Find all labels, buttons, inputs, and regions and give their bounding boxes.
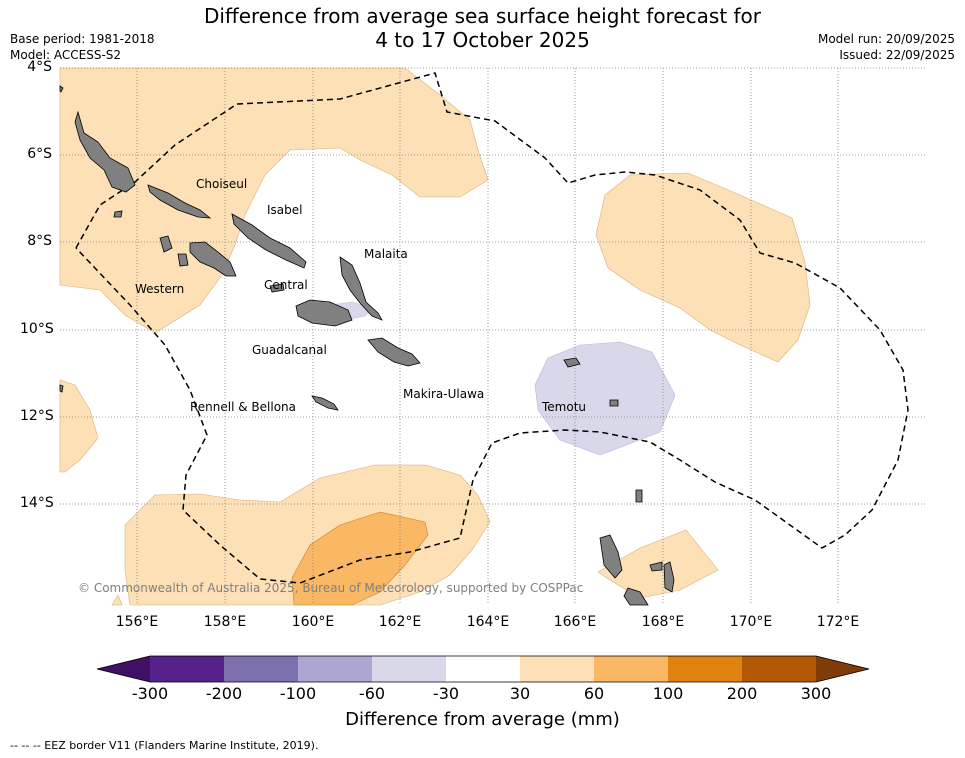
colorbar-tick-label: 60 (583, 684, 605, 703)
province-label-temotu: Temotu (541, 400, 586, 414)
lat-label-14s: 14°S (20, 495, 54, 511)
meta-left: Base period: 1981-2018 Model: ACCESS-S2 (10, 31, 155, 63)
island-santa-isabel (231, 213, 307, 269)
map-title-line2: 4 to 17 October 2025 (375, 28, 590, 52)
island-guadalcanal (295, 299, 353, 327)
lon-label-156e: 156°E (115, 614, 159, 630)
colorbar-tick-label: 200 (726, 684, 758, 703)
map-title-line1: Difference from average sea surface heig… (203, 4, 762, 28)
meta-right: Model run: 20/09/2025 Issued: 22/09/2025 (818, 31, 955, 63)
anomaly-region-negative (534, 341, 676, 456)
map-gridlines (60, 67, 926, 605)
island-kolombangara (177, 253, 189, 267)
province-label-central: Central (264, 278, 308, 292)
anomaly-region-positive (59, 379, 99, 473)
island-rennell (311, 395, 339, 411)
model-run-text: Model run: 20/09/2025 (817, 32, 955, 46)
island-new-georgia (189, 241, 237, 277)
island-maewo (663, 561, 675, 593)
lat-label-12s: 12°S (20, 408, 54, 424)
island-ambae (649, 561, 663, 572)
lon-label-162e: 162°E (378, 614, 422, 630)
colorbar-tick-label: -200 (205, 684, 243, 703)
anomaly-region-positive (59, 67, 489, 334)
land-masses (59, 85, 675, 606)
lon-label-164e: 164°E (466, 614, 510, 630)
province-label-makira-ulawa: Makira-Ulawa (403, 387, 484, 401)
island-choiseul (147, 184, 212, 219)
island-bougainville (74, 110, 136, 193)
colorbar-tick-label: 300 (800, 684, 832, 703)
anomaly-shading (59, 67, 811, 606)
lon-label-160e: 160°E (291, 614, 335, 630)
island-lord-howe (59, 384, 64, 393)
province-label-malaita: Malaita (364, 247, 408, 261)
eez-border (75, 72, 909, 584)
province-labels: Choiseul Isabel Malaita Western Central … (135, 177, 586, 414)
province-label-rennell-bellona: Rennell & Bellona (190, 400, 296, 414)
anomaly-region-positive (111, 594, 123, 606)
copyright-text: © Commonwealth of Australia 2025, Bureau… (78, 581, 583, 595)
issued-text: Issued: 22/09/2025 (839, 48, 955, 62)
anomaly-region-strong-positive (291, 511, 429, 606)
colorbar-tick-label: -30 (432, 684, 460, 703)
lon-label-170e: 170°E (729, 614, 773, 630)
lon-label-166e: 166°E (553, 614, 597, 630)
province-label-isabel: Isabel (267, 203, 302, 217)
island-vanikoro (609, 399, 619, 407)
eez-legend-note: -- -- -- EEZ border V11 (Flanders Marine… (10, 739, 319, 752)
colorbar-tick-label: -60 (358, 684, 386, 703)
island-espiritu-santo (599, 534, 623, 579)
lat-label-4s: 4°S (27, 59, 52, 75)
model-text: Model: ACCESS-S2 (10, 48, 122, 62)
base-period-text: Base period: 1981-2018 (10, 32, 155, 46)
province-label-guadalcanal: Guadalcanal (252, 343, 327, 357)
lon-label-172e: 172°E (816, 614, 860, 630)
island-shortland (113, 210, 123, 218)
lat-label-10s: 10°S (20, 321, 54, 337)
island-malekula (623, 587, 649, 606)
island-makira (367, 337, 421, 367)
colorbar-tick-label: 30 (509, 684, 531, 703)
island-vella-lavella (159, 235, 173, 253)
colorbar-tick-label: -100 (279, 684, 317, 703)
island-santa-cruz (563, 357, 581, 368)
lat-label-6s: 6°S (27, 146, 52, 162)
colorbar-title: Difference from average (mm) (345, 709, 620, 730)
lon-label-158e: 158°E (203, 614, 247, 630)
lat-label-8s: 8°S (27, 233, 52, 249)
anomaly-region-positive (595, 172, 811, 363)
lon-label-168e: 168°E (641, 614, 685, 630)
island-malaita (339, 256, 383, 321)
colorbar-tick-label: 100 (652, 684, 684, 703)
island-torres (635, 489, 643, 503)
island-florida (269, 283, 285, 293)
colorbar-tick-label: -300 (131, 684, 169, 703)
province-label-choiseul: Choiseul (196, 177, 247, 191)
province-label-western: Western (135, 282, 184, 296)
island-new-ireland-tip (59, 85, 64, 93)
